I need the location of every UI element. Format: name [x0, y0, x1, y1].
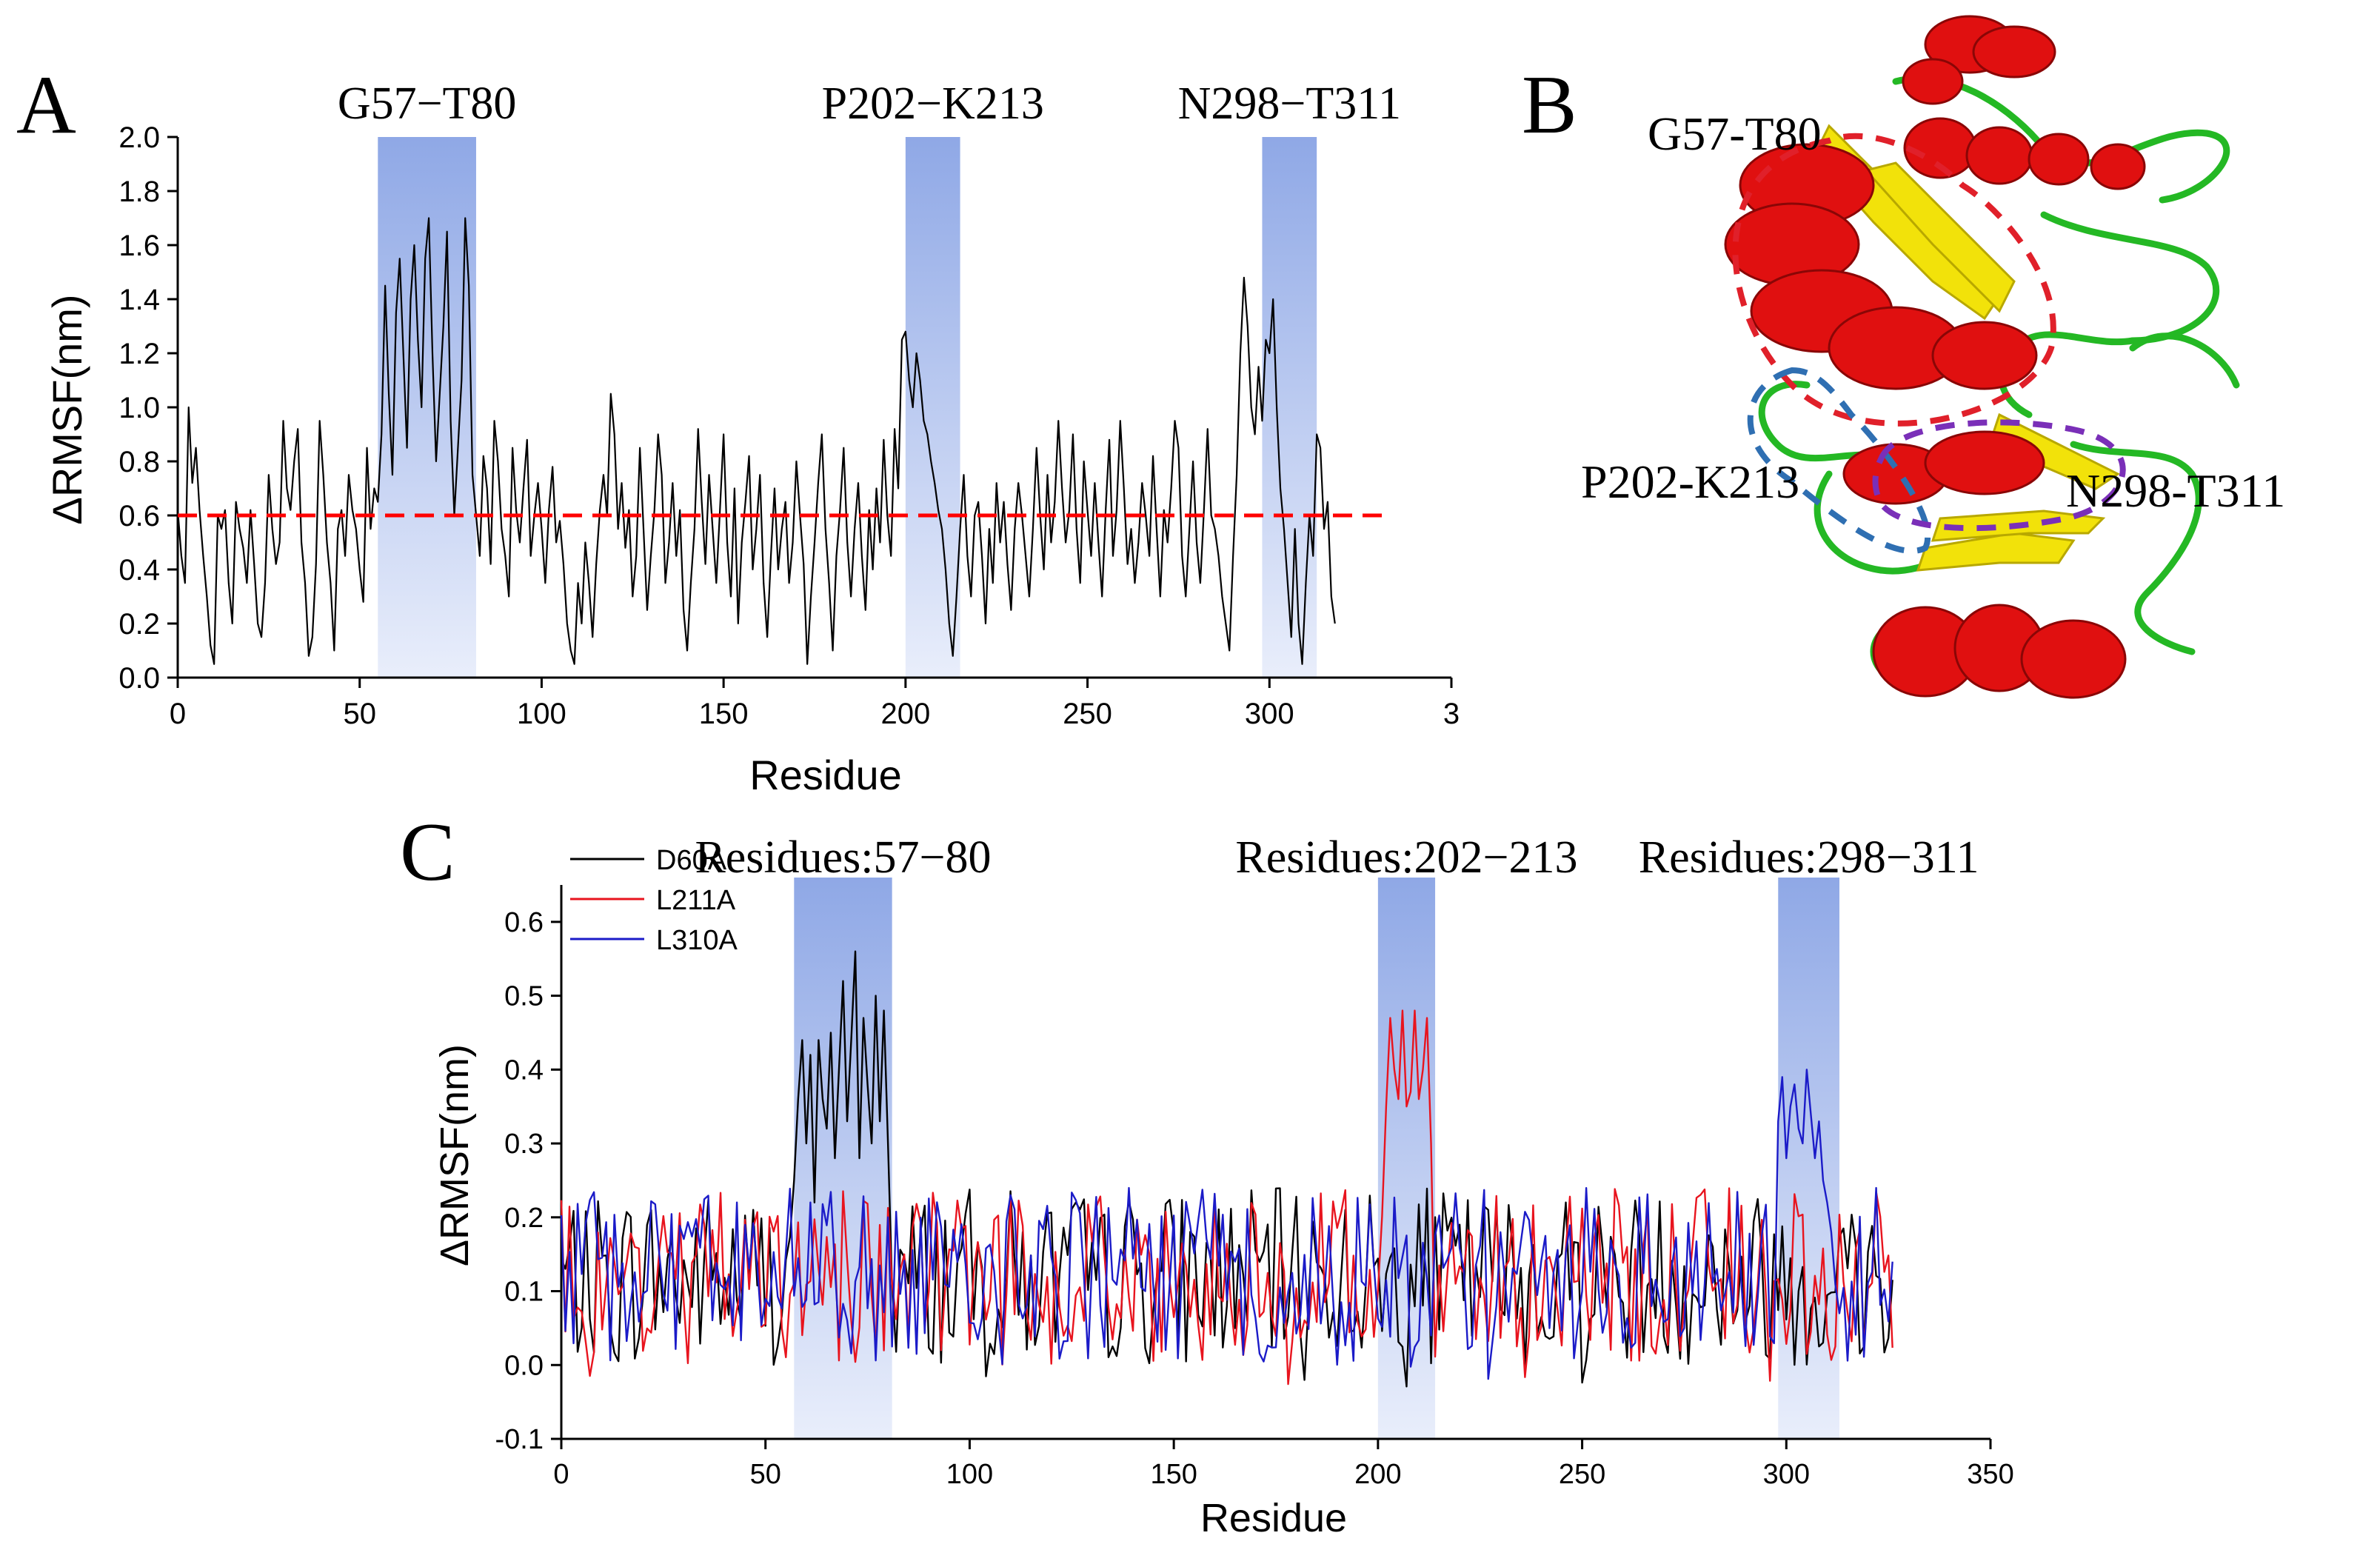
axes [551, 885, 1992, 1449]
x-tick-label: 0 [170, 698, 186, 730]
x-tick-label: 100 [946, 1459, 993, 1490]
y-tick-label: 0.0 [504, 1350, 544, 1381]
region-label-0: G57−T80 [338, 78, 517, 129]
x-tick-label: 3 [1443, 698, 1460, 730]
chart-a: 0 50 100 150 200 250 300 3 0.0 0.2 0.4 0.6 0.8 1.0 1.2… [44, 78, 1460, 798]
helix-bottom [1872, 604, 2127, 699]
x-tick-label: 150 [1150, 1459, 1197, 1490]
structure-label-p202: P202-K213 [1581, 455, 1799, 508]
legend-label-l310a: L310A [656, 925, 738, 956]
region-label-2: Residues:298−311 [1639, 832, 1979, 883]
y-tick-label: 1.8 [118, 176, 160, 208]
y-tick-label: 0.0 [118, 662, 160, 695]
helix-top [1902, 15, 2056, 105]
x-tick-label: 250 [1559, 1459, 1605, 1490]
alpha-helices [1724, 15, 2146, 699]
protein-structure: G57-T80 P202-K213 N298-T311 [1581, 15, 2285, 699]
y-tick-label: 1.0 [118, 392, 160, 424]
x-tick-label: 0 [553, 1459, 569, 1490]
y-tick-label: 0.8 [118, 446, 160, 478]
loop-8 [2129, 333, 2240, 389]
highlight-band-1 [1377, 878, 1436, 1439]
region-label-1: Residues:202−213 [1235, 832, 1577, 883]
y-tick-label: 1.4 [118, 284, 160, 316]
outline-n298-t311 [1872, 419, 2126, 532]
series-line-l310a [560, 1069, 1893, 1380]
highlight-band-0 [794, 878, 892, 1439]
helix-upper [1903, 117, 2146, 190]
structure-label-g57: G57-T80 [1648, 107, 1822, 160]
series-line-l211a [560, 1009, 1893, 1386]
highlight-bands [378, 137, 1317, 678]
region-label-0: Residues:57−80 [695, 832, 991, 883]
structure-label-n298: N298-T311 [2066, 464, 2285, 517]
highlight-bands [794, 878, 1839, 1439]
x-tick-label: 100 [517, 698, 566, 730]
x-tick-label: 200 [1354, 1459, 1401, 1490]
x-tick-label: 50 [750, 1459, 781, 1490]
x-tick-label: 350 [1967, 1459, 2013, 1490]
x-tick-label: 200 [880, 698, 930, 730]
helix-middle [1842, 430, 2045, 505]
series-lines [560, 950, 1893, 1388]
legend-label-d60a: D60A [656, 845, 727, 876]
y-tick-label: 1.6 [118, 230, 160, 262]
sheet-2 [1864, 161, 2016, 313]
loop-2 [2040, 211, 2220, 344]
axes [167, 136, 1453, 688]
tick-labels: 0 50 100 150 200 250 300 3 0.0 0.2 0.4 0.6 0.8 1.0 1.2… [118, 121, 1460, 730]
x-tick-label: 250 [1063, 698, 1112, 730]
y-tick-label: 0.6 [504, 907, 544, 938]
y-tick-label: 0.2 [504, 1203, 544, 1234]
region-label-1: P202−K213 [822, 78, 1044, 129]
panel-letter-a: A [16, 59, 76, 151]
x-axis-label: Residue [1200, 1496, 1347, 1540]
x-axis-label: Residue [749, 752, 901, 798]
x-tick-label: 300 [1763, 1459, 1810, 1490]
x-tick-label: 300 [1245, 698, 1294, 730]
series-line-delta-rmsf [176, 217, 1336, 665]
region-labels: Residues:57−80 Residues:202−213 Residues:2… [695, 832, 1979, 883]
outline-p202-k213 [1747, 367, 1931, 554]
y-tick-label: 0.2 [118, 608, 160, 641]
y-tick-label: 0.5 [504, 981, 544, 1012]
series-line [176, 217, 1336, 665]
tick-labels: 0 50 100 150 200 250 300 350 -0.1 0.0 0.1 0.2 0.3 0.4… [495, 907, 2014, 1490]
legend-label-l211a: L211A [656, 885, 736, 916]
x-tick-label: 150 [699, 698, 749, 730]
outline-g57-t80 [1732, 133, 2056, 427]
loop-6 [2070, 441, 2202, 655]
y-tick-label: 0.3 [504, 1129, 544, 1160]
y-tick-label: 0.1 [504, 1277, 544, 1308]
panel-letter-b: B [1522, 59, 1577, 151]
y-tick-label: 2.0 [118, 121, 160, 154]
y-axis-label: ΔRMSF(nm) [432, 1044, 477, 1266]
region-label-2: N298−T311 [1178, 78, 1401, 129]
highlight-band-2 [1262, 137, 1317, 678]
y-tick-label: 0.4 [118, 554, 160, 587]
y-tick-label: 0.6 [118, 500, 160, 532]
helix-g57-t80 [1724, 143, 2038, 390]
y-axis-label: ΔRMSF(nm) [44, 294, 90, 524]
panel-letter-c: C [400, 806, 455, 898]
legend: D60A L211A L310A [570, 845, 738, 956]
y-tick-label: 1.2 [118, 338, 160, 370]
region-labels: G57−T80 P202−K213 N298−T311 [338, 78, 1401, 129]
y-tick-label: -0.1 [495, 1424, 544, 1455]
y-tick-label: 0.4 [504, 1055, 544, 1086]
highlight-band-1 [905, 137, 960, 678]
x-tick-label: 50 [343, 698, 376, 730]
chart-c: 0 50 100 150 200 250 300 350 -0.1 0.0 0.1 0.2 0.3 0.4… [432, 832, 2014, 1540]
